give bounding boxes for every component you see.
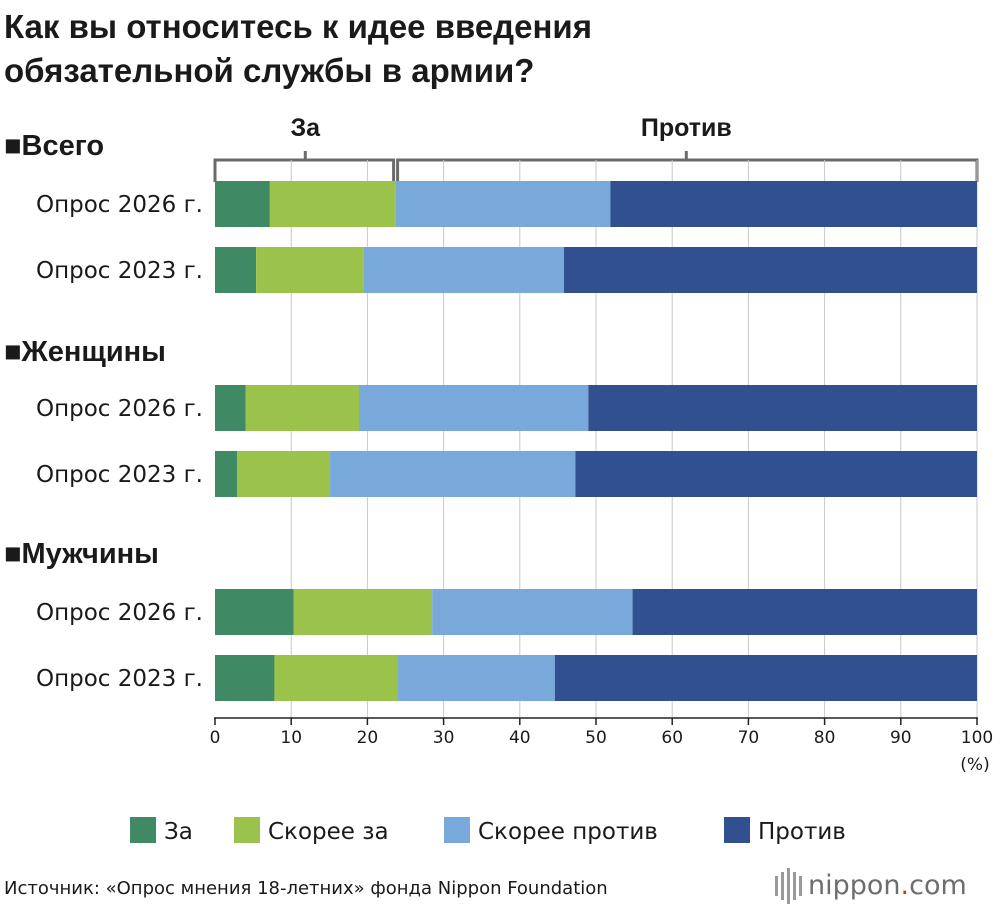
x-axis: 0 10 20 30 40 50 60 70 80 90 100 (%) <box>210 717 993 775</box>
legend-label-3: Против <box>758 819 846 845</box>
bracket-against-line <box>396 158 979 182</box>
x-ticks: 0 10 20 30 40 50 60 70 80 90 100 <box>210 718 993 748</box>
bar-segment-1-1-3 <box>575 451 977 497</box>
tick-label-50: 50 <box>585 728 607 748</box>
source-note: Источник: «Опрос мнения 18-летних» фонда… <box>4 878 608 899</box>
row-label-1-1: Опрос 2023 г. <box>36 462 203 488</box>
legend-label-0: За <box>164 819 193 845</box>
bracket-for-line <box>213 158 396 182</box>
tick-label-70: 70 <box>738 728 760 748</box>
x-axis-unit: (%) <box>960 755 989 775</box>
brand-mark-icon <box>775 868 802 904</box>
bar-segment-2-1-0 <box>215 655 275 701</box>
legend-swatch-3 <box>724 817 750 843</box>
bar-segment-0-0-2 <box>395 181 611 227</box>
bar-segment-1-0-3 <box>588 385 977 431</box>
bar-segment-1-0-0 <box>215 385 246 431</box>
legend-swatch-1 <box>234 817 260 843</box>
brand-logo: nippon.com <box>775 868 967 904</box>
bar-segment-2-0-3 <box>632 589 977 635</box>
bar-segment-2-0-0 <box>215 589 294 635</box>
bar-segment-2-0-1 <box>293 589 433 635</box>
tick-label-10: 10 <box>280 728 302 748</box>
row-label-1-0: Опрос 2026 г. <box>36 396 203 422</box>
row-labels: ■Всего Опрос 2026 г. Опрос 2023 г. ■Женщины… <box>4 130 203 692</box>
tick-label-20: 20 <box>357 728 379 748</box>
row-label-2-1: Опрос 2023 г. <box>36 666 203 692</box>
legend-swatch-2 <box>444 817 470 843</box>
bar-segment-1-1-2 <box>330 451 576 497</box>
bar-segment-0-1-1 <box>256 247 364 293</box>
brand-name: nippon <box>808 870 901 901</box>
bar-segment-1-0-2 <box>359 385 589 431</box>
group-label-1: ■Женщины <box>4 336 166 368</box>
legend-label-1: Скорее за <box>268 819 389 845</box>
brand-wordmark: nippon.com <box>808 870 967 901</box>
title-line-2: обязательной службы в армии? <box>4 52 534 89</box>
tick-label-100: 100 <box>961 728 993 748</box>
bar-segment-2-0-2 <box>432 589 633 635</box>
bar-segment-0-1-3 <box>563 247 977 293</box>
tick-label-60: 60 <box>661 728 683 748</box>
brand-tld: com <box>909 870 967 901</box>
bar-segment-1-1-0 <box>215 451 238 497</box>
brand-dot: . <box>901 870 910 901</box>
bar-segment-0-0-1 <box>269 181 396 227</box>
bar-segment-1-0-1 <box>245 385 360 431</box>
bar-segment-2-1-2 <box>397 655 555 701</box>
bracket-label-against: Против <box>641 114 732 142</box>
legend-swatch-0 <box>130 817 156 843</box>
row-label-0-1: Опрос 2023 г. <box>36 258 203 284</box>
chart-title: Как вы относитесь к идее введения обязат… <box>4 8 592 89</box>
tick-label-90: 90 <box>890 728 912 748</box>
bar-segment-0-1-2 <box>363 247 564 293</box>
group-label-0: ■Всего <box>4 130 104 162</box>
legend-label-2: Скорее против <box>478 819 658 845</box>
bar-segment-1-1-1 <box>237 451 331 497</box>
bar-segment-0-0-3 <box>610 181 977 227</box>
tick-label-80: 80 <box>814 728 836 748</box>
bar-segment-2-1-3 <box>554 655 977 701</box>
tick-label-40: 40 <box>509 728 531 748</box>
row-label-2-0: Опрос 2026 г. <box>36 600 203 626</box>
tick-label-0: 0 <box>210 728 221 748</box>
bar-segment-2-1-1 <box>274 655 398 701</box>
group-label-2: ■Мужчины <box>4 538 159 570</box>
bars <box>215 181 977 701</box>
tick-label-30: 30 <box>433 728 455 748</box>
legend: За Скорее за Скорее против Против <box>130 817 846 845</box>
title-line-1: Как вы относитесь к идее введения <box>4 8 592 45</box>
bracket-label-for: За <box>291 114 322 142</box>
row-label-0-0: Опрос 2026 г. <box>36 192 203 218</box>
bar-segment-0-0-0 <box>215 181 270 227</box>
bar-segment-0-1-0 <box>215 247 257 293</box>
